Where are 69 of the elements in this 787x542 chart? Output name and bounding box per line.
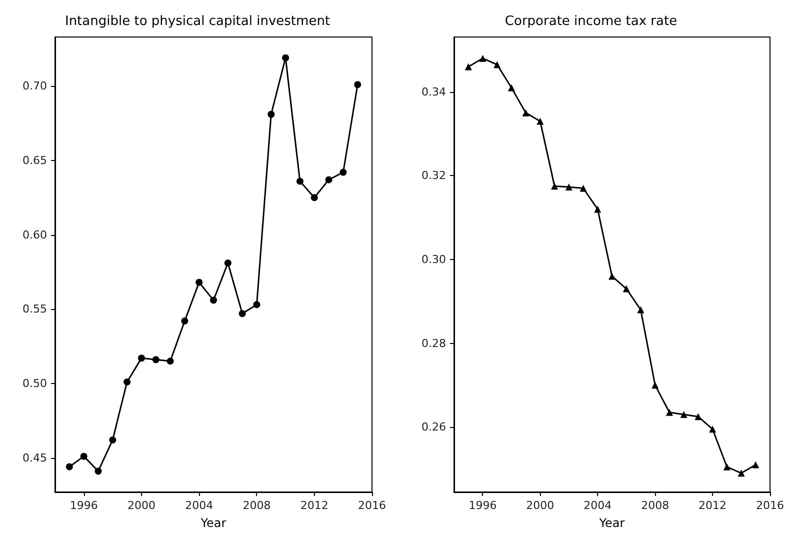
x-tick-label: 2016 [756,499,784,512]
point [340,168,347,176]
point [709,426,716,433]
x-tick-label: 2012 [300,499,328,512]
y-tick-label: 0.26 [422,420,446,434]
y-tick-label: 0.60 [22,228,47,242]
x-axis-title: Year [200,516,226,530]
point [551,182,558,190]
point [282,54,290,62]
point [296,178,304,185]
point [608,272,616,280]
point [238,310,246,318]
chart-title: Intangible to physical capital investment [64,14,330,29]
x-tick-label: 2000 [526,499,554,512]
point [66,463,73,470]
point [622,285,630,292]
x-tick-label: 2008 [242,499,271,512]
point [637,306,644,314]
x-tick-label: 2016 [358,499,386,512]
point [268,110,275,118]
point [723,463,730,470]
point [94,468,102,475]
y-tick-label: 0.34 [422,85,446,98]
x-tick-label: 2012 [698,499,727,512]
point [652,382,659,389]
point [464,63,472,70]
point [494,61,501,68]
point [479,54,486,62]
point [325,176,332,184]
x-tick-label: 1996 [468,499,497,512]
point [253,301,260,308]
y-tick-label: 0.45 [22,451,47,464]
point [310,194,318,202]
point [196,278,203,286]
point [752,461,760,468]
chart-title: Corporate income tax rate [504,14,678,29]
point [536,118,544,125]
y-tick-label: 0.70 [22,80,47,93]
point [522,109,530,116]
x-tick-label: 2008 [641,499,670,512]
point [210,296,217,304]
point [166,358,174,365]
point [138,354,145,362]
y-tick-label: 0.65 [22,154,47,167]
point [694,413,702,420]
y-tick-label: 0.30 [422,252,446,266]
point [580,184,587,192]
point [354,81,362,88]
x-tick-label: 2000 [127,499,156,512]
y-tick-label: 0.50 [22,376,47,390]
point [666,408,673,416]
x-axis-title: Year [598,516,625,530]
y-tick-label: 0.55 [22,302,47,316]
point [109,436,116,444]
x-tick-label: 1996 [70,499,98,512]
point [565,183,572,190]
x-tick-label: 2004 [584,499,612,512]
point [738,470,745,477]
y-tick-label: 0.28 [422,336,446,350]
point [224,260,232,267]
point [594,206,602,213]
point [508,84,515,92]
point [181,318,188,324]
point [152,356,160,364]
point [680,410,688,418]
x-tick-label: 2004 [185,499,214,512]
point [124,378,131,386]
y-tick-label: 0.32 [422,169,446,182]
point [80,452,88,460]
